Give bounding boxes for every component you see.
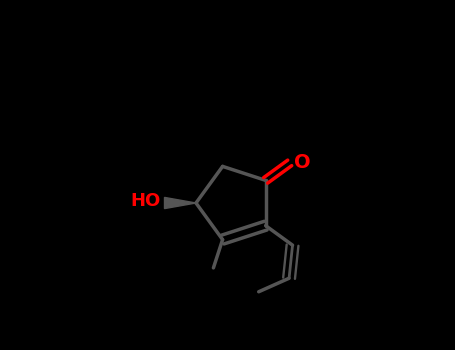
Polygon shape — [165, 197, 196, 209]
Text: O: O — [294, 153, 311, 173]
Text: HO: HO — [131, 192, 161, 210]
